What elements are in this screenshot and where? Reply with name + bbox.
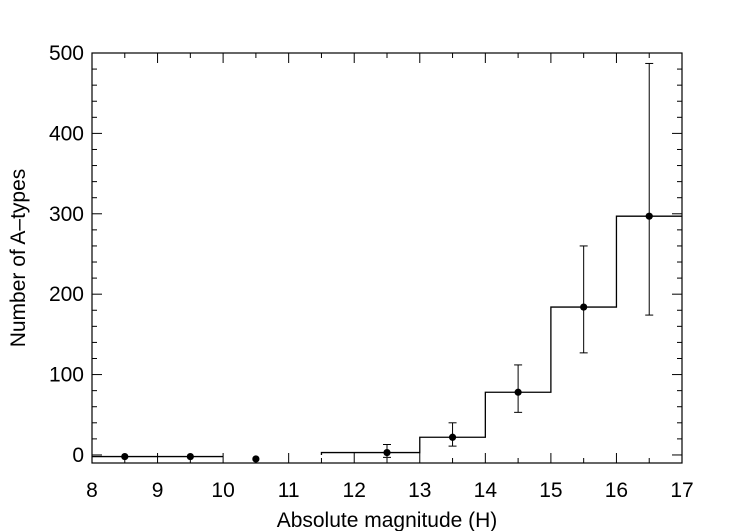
data-point [121,452,129,461]
data-point [514,388,522,396]
x-tick-label: 9 [152,479,164,502]
x-tick-label: 16 [605,479,628,502]
data-point [645,212,653,220]
x-tick-label: 17 [670,479,693,502]
x-tick-label: 10 [211,479,234,502]
data-point [383,448,391,457]
y-tick-label: 0 [72,444,84,467]
data-point [580,303,588,311]
x-tick-label: 15 [539,479,562,502]
y-tick-label: 500 [49,42,84,65]
axis-ticks [91,52,683,463]
data-points [121,212,653,463]
y-tick-label: 300 [49,203,84,226]
tick-labels: 8 9 10 11 12 13 14 15 16 17 0 100 200 300 400 500 [49,42,694,502]
data-point [252,455,260,463]
y-tick-label: 200 [49,283,84,306]
data-point [448,433,457,441]
histogram-step-line [92,215,682,458]
histogram-steps [92,215,682,458]
y-tick-label: 400 [49,122,84,145]
x-tick-label: 13 [408,479,431,502]
error-bars [383,62,654,458]
x-tick-label: 8 [86,479,98,502]
y-tick-label: 100 [49,364,84,387]
x-tick-label: 12 [343,479,366,502]
y-axis-title: Number of A–types [7,169,30,348]
plot-frame [91,52,683,464]
plot-area [91,52,683,464]
x-tick-label: 14 [474,479,498,502]
x-tick-label: 11 [278,479,300,502]
x-axis-title: Absolute magnitude (H) [277,509,498,531]
data-point [186,452,194,461]
